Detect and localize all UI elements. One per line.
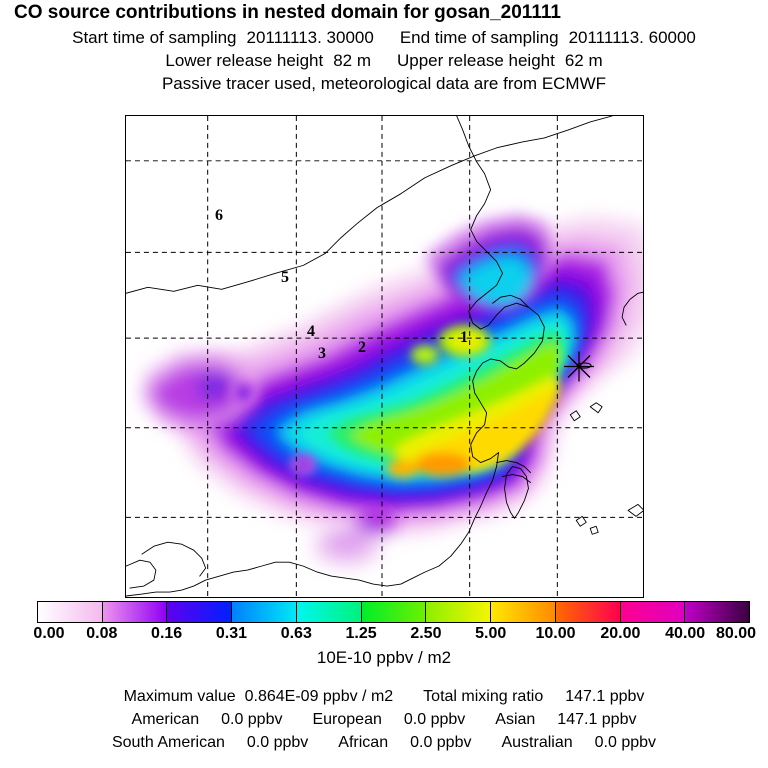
colorbar: 0.00 0.08 0.16 0.31 0.63 1.25 2.50 5.00 10.00 20.… [33,601,756,642]
colorbar-tick-1: 0.08 [86,625,118,642]
colorbar-strip [37,601,750,623]
asian-label: Asian [495,711,536,728]
total-mixing-ratio-value: 147.1 ppbv [565,688,645,705]
colorbar-segment-white-pink [38,602,103,622]
stats-row-max: Maximum value 0.864E-09 ppbv / m2 Total mi… [0,685,768,708]
colorbar-tick-4: 0.63 [280,625,312,642]
colorbar-ticks: 0.00 0.08 0.16 0.31 0.63 1.25 2.50 5.00 10.00 20.… [33,625,756,645]
colorbar-tick-8: 10.00 [535,625,576,642]
south-american-label: South American [111,734,225,751]
colorbar-tick-3: 0.31 [215,625,248,642]
african-value: 0.0 ppbv [410,734,472,751]
colorbar-tick-6: 2.50 [410,625,442,642]
release-height-line: Lower release height 82 m Upper release he… [0,49,768,72]
header-block: CO source contributions in nested domain… [0,0,768,95]
american-value: 0.0 ppbv [221,711,283,728]
colorbar-segment-yellow-orange [491,602,556,622]
colorbar-segment-green-yellow [426,602,492,622]
trajectory-marker-6: 6 [215,207,223,224]
colorbar-tick-0: 0.00 [33,625,65,642]
coastline-overlay [126,116,643,597]
max-value-value: 0.864E-09 ppbv / m2 [244,688,394,705]
start-time-value: 20111113. 30000 [246,28,374,47]
european-value: 0.0 ppbv [403,711,466,728]
colorbar-segment-purple-dark [685,602,750,622]
colorbar-tick-7: 5.00 [475,625,507,642]
max-value-label: Maximum value [123,688,236,705]
colorbar-tick-5: 1.25 [345,625,377,642]
tracer-note: Passive tracer used, meteorological data… [161,74,607,93]
colorbar-tick-10: 40.00 [665,625,706,642]
colorbar-segment-orange-red [555,602,621,622]
receptor-star-icon [562,350,596,389]
colorbar-segment-blue-cyan [232,602,297,622]
total-mixing-ratio-label: Total mixing ratio [423,688,544,705]
statistics-block: Maximum value 0.864E-09 ppbv / m2 Total mi… [0,685,768,754]
colorbar-segment-violet-blue [167,602,233,622]
trajectory-marker-5: 5 [281,269,289,286]
south-american-value: 0.0 ppbv [246,734,309,751]
colorbar-segment-green [361,602,427,622]
colorbar-tick-2: 0.16 [151,625,183,642]
asian-value: 147.1 ppbv [557,711,637,728]
lower-height-label: Lower release height [165,51,324,70]
stats-row-2: South American 0.0 ppbv African 0.0 ppbv Aus… [0,731,768,754]
colorbar-tick-11: 80.00 [715,625,757,642]
african-label: African [338,734,389,751]
upper-height-label: Upper release height [397,51,555,70]
trajectory-marker-1: 1 [460,329,468,346]
concentration-field [126,116,643,597]
map-plot[interactable]: 6 5 4 3 2 1 [125,115,644,598]
colorbar-unit-label: 10E-10 ppbv / m2 [316,648,452,667]
sampling-time-line: Start time of sampling 20111113. 30000 End… [0,26,768,49]
end-time-value: 20111113. 60000 [568,28,696,47]
lower-height-value: 82 m [333,51,371,70]
european-label: European [312,711,382,728]
page-title: CO source contributions in nested domain… [14,2,561,23]
australian-label: Australian [501,734,573,751]
australian-value: 0.0 ppbv [594,734,657,751]
colorbar-segment-pink-violet [102,602,168,622]
map-gridlines [126,116,643,597]
start-time-label: Start time of sampling [72,28,237,47]
american-label: American [131,711,200,728]
trajectory-marker-4: 4 [307,323,315,340]
stats-row-1: American 0.0 ppbv European 0.0 ppbv Asian 147… [0,708,768,731]
colorbar-tick-9: 20.00 [600,625,641,642]
upper-height-value: 62 m [564,51,603,70]
colorbar-segment-magenta [620,602,686,622]
colorbar-segment-cyan-spring [296,602,362,622]
trajectory-marker-2: 2 [358,339,366,356]
trajectory-marker-3: 3 [318,345,326,362]
end-time-label: End time of sampling [399,28,559,47]
